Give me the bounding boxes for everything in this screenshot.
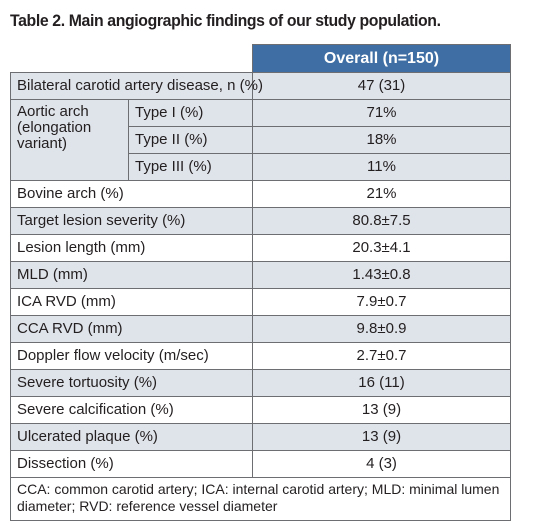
table-row: Ulcerated plaque (%) 13 (9) xyxy=(10,423,511,451)
row-label: Ulcerated plaque (%) xyxy=(10,423,253,451)
table-row: Type III (%) 11% xyxy=(11,153,511,181)
row-label: Bovine arch (%) xyxy=(10,180,253,208)
row-label: Type II (%) xyxy=(128,126,253,154)
row-value: 18% xyxy=(252,126,511,154)
row-label: Bilateral carotid artery disease, n (%) xyxy=(10,72,263,100)
footnote-row: CCA: common carotid artery; ICA: interna… xyxy=(10,477,511,521)
row-value: 11% xyxy=(252,153,511,181)
row-value: 13 (9) xyxy=(252,423,511,451)
table-row: Doppler flow velocity (m/sec) 2.7±0.7 xyxy=(10,342,511,370)
row-value: 21% xyxy=(252,180,511,208)
row-label: Lesion length (mm) xyxy=(10,234,253,262)
row-value: 20.3±4.1 xyxy=(252,234,511,262)
table-row: Lesion length (mm) 20.3±4.1 xyxy=(10,234,511,262)
table-row: Bilateral carotid artery disease, n (%) … xyxy=(10,72,511,100)
table-row: Dissection (%) 4 (3) xyxy=(10,450,511,478)
table-row: Type II (%) 18% xyxy=(11,126,511,154)
row-value: 71% xyxy=(252,99,511,127)
row-label: Target lesion severity (%) xyxy=(10,207,253,235)
row-label: ICA RVD (mm) xyxy=(10,288,253,316)
row-value: 13 (9) xyxy=(252,396,511,424)
aortic-arch-label: Aortic arch (elongation variant) xyxy=(10,99,129,181)
row-label: MLD (mm) xyxy=(10,261,253,289)
row-label: CCA RVD (mm) xyxy=(10,315,253,343)
table-caption: Table 2. Main angiographic findings of o… xyxy=(10,11,441,30)
row-value: 2.7±0.7 xyxy=(252,342,511,370)
table-row: CCA RVD (mm) 9.8±0.9 xyxy=(10,315,511,343)
angiographic-findings-table: Overall (n=150) Bilateral carotid artery… xyxy=(10,44,511,521)
row-value: 4 (3) xyxy=(252,450,511,478)
row-label: Severe tortuosity (%) xyxy=(10,369,253,397)
table-row: Aortic arch (elongation variant) Type I … xyxy=(10,99,511,181)
row-value: 7.9±0.7 xyxy=(252,288,511,316)
row-label: Severe calcification (%) xyxy=(10,396,253,424)
row-value: 1.43±0.8 xyxy=(252,261,511,289)
header-overall: Overall (n=150) xyxy=(252,44,511,73)
table-row: ICA RVD (mm) 7.9±0.7 xyxy=(10,288,511,316)
table-footnote: CCA: common carotid artery; ICA: interna… xyxy=(10,477,511,521)
row-label: Dissection (%) xyxy=(10,450,253,478)
table-row: Severe calcification (%) 13 (9) xyxy=(10,396,511,424)
header-blank-cell xyxy=(10,44,253,73)
row-label: Type III (%) xyxy=(128,153,253,181)
row-value: 47 (31) xyxy=(252,72,511,100)
table-row: Severe tortuosity (%) 16 (11) xyxy=(10,369,511,397)
table-row: MLD (mm) 1.43±0.8 xyxy=(10,261,511,289)
row-value: 16 (11) xyxy=(252,369,511,397)
row-label: Type I (%) xyxy=(128,99,253,127)
table-header-row: Overall (n=150) xyxy=(10,44,511,73)
row-value: 9.8±0.9 xyxy=(252,315,511,343)
row-label: Doppler flow velocity (m/sec) xyxy=(10,342,253,370)
table-row: Bovine arch (%) 21% xyxy=(10,180,511,208)
row-value: 80.8±7.5 xyxy=(252,207,511,235)
table-row: Target lesion severity (%) 80.8±7.5 xyxy=(10,207,511,235)
